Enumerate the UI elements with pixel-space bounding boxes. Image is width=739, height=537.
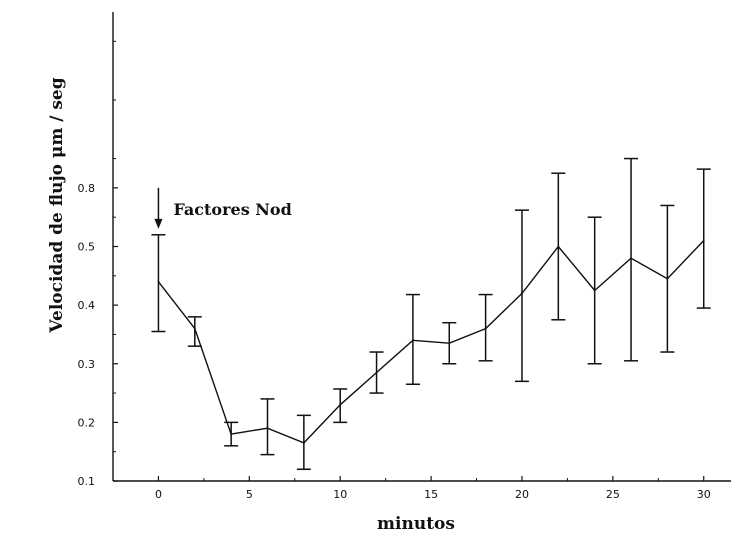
data-point	[339, 403, 342, 406]
data-point	[666, 277, 669, 280]
data-point	[157, 280, 160, 283]
y-tick-label: 0.5	[78, 241, 96, 254]
y-tick-label: 0.8	[78, 182, 96, 195]
data-point	[702, 239, 705, 242]
data-point	[230, 433, 233, 435]
data-point	[448, 342, 451, 345]
data-point	[375, 371, 378, 374]
x-tick-label: 10	[333, 488, 347, 501]
y-tick-label: 0.1	[78, 475, 96, 488]
x-tick-label: 25	[606, 488, 620, 501]
x-tick-label: 20	[515, 488, 529, 501]
data-point	[557, 245, 560, 248]
data-point	[484, 327, 487, 330]
y-tick-label: 0.3	[78, 358, 96, 371]
x-axis-title: minutos	[377, 514, 455, 534]
y-axis-title: Velocidad de flujo μm / seg	[47, 77, 67, 333]
data-point	[302, 441, 305, 444]
x-tick-label: 0	[155, 488, 162, 501]
series-line	[157, 240, 705, 444]
data-point	[521, 292, 523, 295]
data-point	[266, 427, 269, 430]
y-tick-label: 0.4	[78, 299, 96, 312]
axes: 0 5 10 15 20 25 30 0.1 0.2 0.3 0.4 0.5 0.8	[78, 12, 731, 501]
x-tick-label: 15	[424, 488, 438, 501]
x-tick-label: 30	[697, 488, 711, 501]
annotation: Factores Nod	[154, 187, 292, 229]
data-point	[412, 339, 414, 342]
x-tick-label: 5	[246, 488, 253, 501]
y-tick-label: 0.2	[78, 416, 96, 429]
data-series	[157, 239, 705, 444]
data-point	[630, 257, 632, 260]
data-point	[193, 327, 196, 330]
annotation-label: Factores Nod	[173, 200, 291, 219]
data-point	[593, 289, 596, 292]
annotation-arrow-head	[154, 218, 163, 229]
